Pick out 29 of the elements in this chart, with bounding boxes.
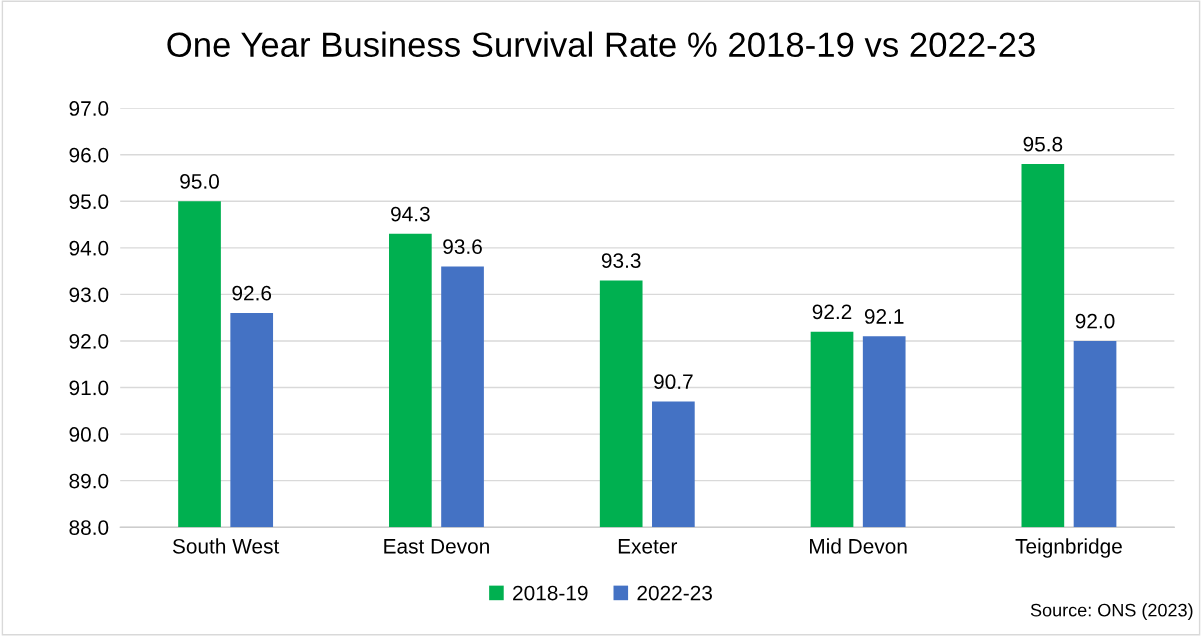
- legend-label: 2018-19: [513, 585, 588, 601]
- data-label: 94.3: [391, 206, 430, 222]
- y-tick-label: 94.0: [69, 240, 109, 256]
- y-tick-label: 97.0: [69, 101, 109, 116]
- data-label: 92.1: [864, 309, 904, 324]
- y-tick-label: 93.0: [69, 287, 109, 303]
- source-note: Source: ONS (2023): [1030, 603, 1193, 621]
- data-label: 93.6: [443, 239, 482, 254]
- data-label: 92.6: [232, 285, 272, 301]
- x-tick-label: South West: [172, 538, 280, 554]
- y-tick-label: 88.0: [69, 520, 109, 535]
- y-tick-label: 91.0: [69, 380, 109, 396]
- data-label: 95.8: [1023, 136, 1063, 152]
- data-label: 93.3: [601, 253, 641, 268]
- x-tick-label: Teignbridge: [1015, 538, 1122, 558]
- y-tick-label: 89.0: [69, 473, 109, 489]
- data-label: 92.0: [1075, 313, 1115, 329]
- chart-title: One Year Business Survival Rate % 2018-19 vs 2022-23: [167, 31, 1035, 58]
- x-tick-label: Exeter: [618, 539, 678, 554]
- data-label: 92.2: [812, 304, 852, 320]
- x-tick-label: East Devon: [384, 539, 489, 554]
- legend-label: 2022-23: [637, 585, 712, 601]
- x-tick-label: Mid Devon: [810, 538, 907, 554]
- y-tick-label: 92.0: [69, 333, 109, 349]
- data-label: 95.0: [180, 174, 219, 189]
- data-label: 90.7: [654, 374, 693, 390]
- y-tick-label: 96.0: [69, 147, 109, 163]
- y-tick-label: 90.0: [69, 427, 109, 442]
- y-tick-label: 95.0: [69, 194, 109, 210]
